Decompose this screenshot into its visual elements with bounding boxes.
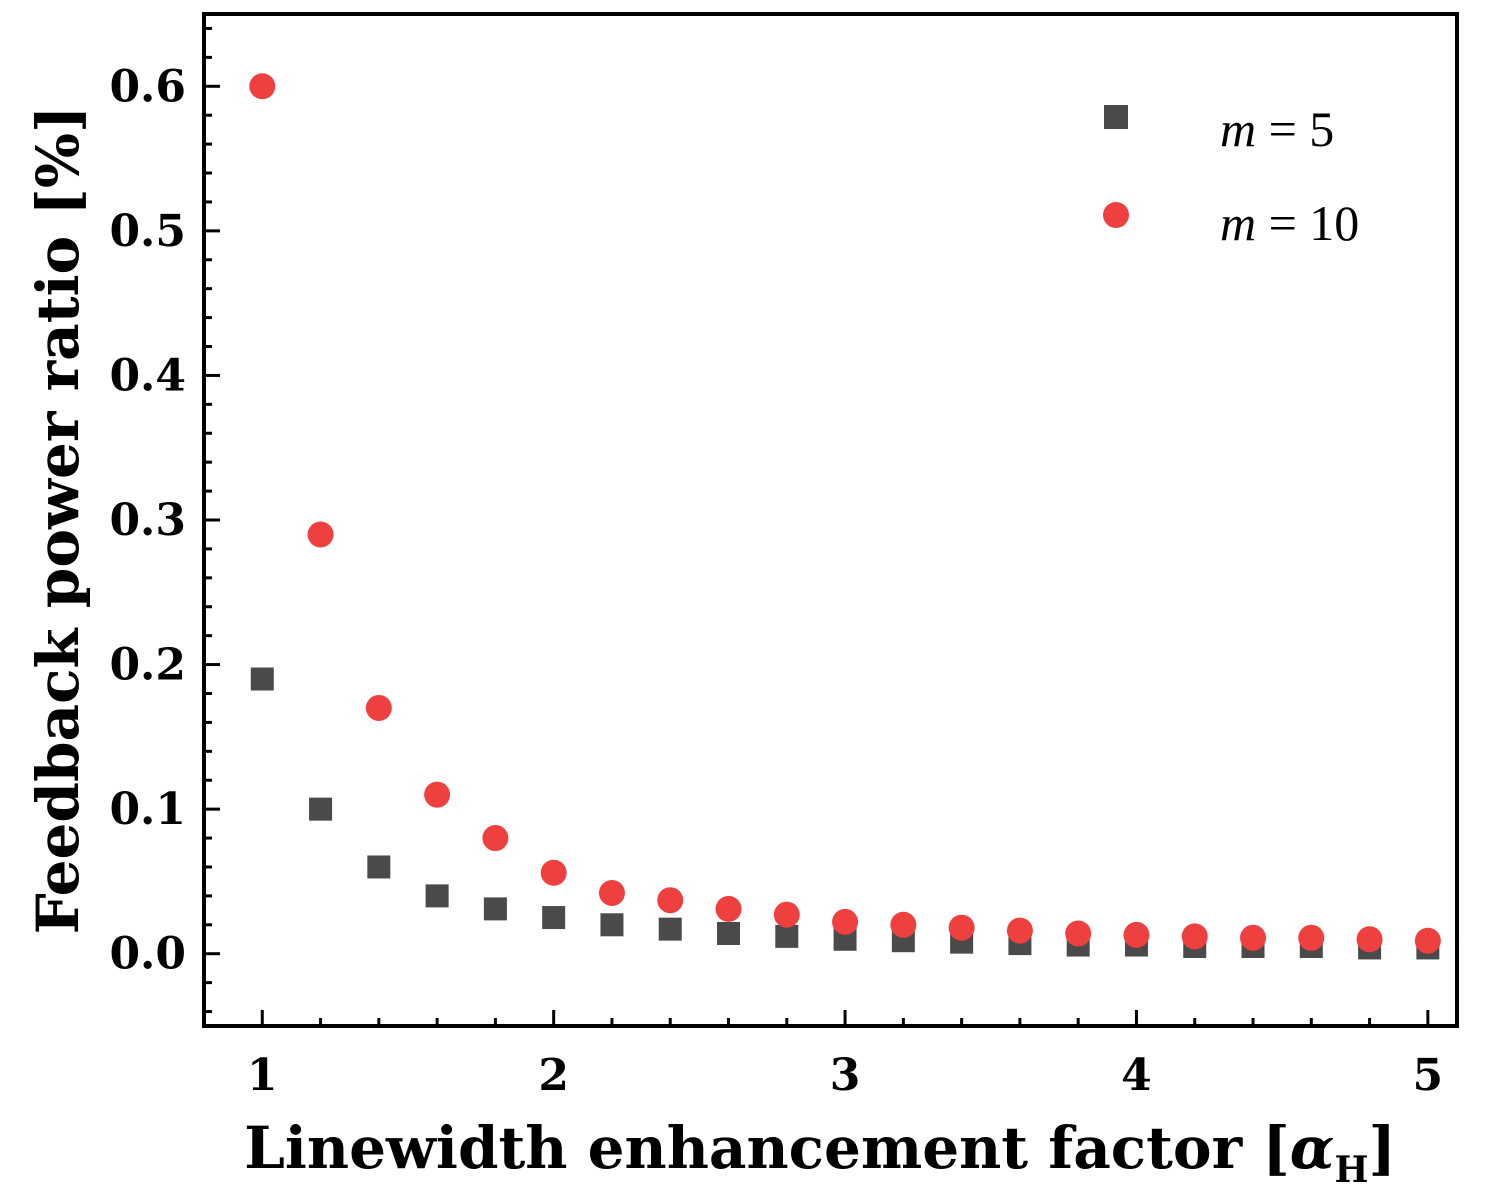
data-point-circle	[1065, 920, 1092, 947]
x-tick-label: 3	[830, 1050, 861, 1101]
data-point-circle	[1414, 927, 1441, 954]
legend-label-m10: m = 10	[1220, 195, 1359, 251]
data-point-circle	[1298, 924, 1325, 951]
major-ticks	[204, 84, 1430, 1026]
data-point-square	[483, 897, 507, 921]
y-tick-label: 0.0	[109, 929, 186, 980]
data-point-circle	[482, 825, 509, 852]
series-m10	[249, 73, 1441, 954]
y-tick-labels: 0.0 0.1 0.2 0.3 0.4 0.5 0.6	[109, 61, 186, 979]
x-tick-labels: 1 2 3 4 5	[247, 1050, 1443, 1101]
y-axis-title: Feedback power ratio [%]	[24, 106, 92, 935]
legend-var-m10: m	[1220, 195, 1256, 251]
legend-rest-m10: = 10	[1256, 195, 1359, 251]
data-point-circle	[657, 887, 684, 914]
legend-var-m5: m	[1220, 101, 1256, 157]
legend-marker-m5	[1104, 105, 1128, 129]
data-point-square	[367, 855, 391, 879]
data-point-square	[250, 667, 274, 691]
x-axis-title-symbol: α	[1290, 1114, 1335, 1182]
y-tick-label: 0.1	[109, 784, 186, 835]
data-point-square	[600, 913, 624, 937]
x-tick-label: 5	[1413, 1050, 1444, 1101]
y-tick-label: 0.2	[109, 640, 186, 691]
data-point-square	[542, 906, 566, 930]
x-axis-title: Linewidth enhancement factor [αH]	[244, 1114, 1396, 1191]
series-layer	[249, 73, 1441, 960]
data-point-circle	[307, 521, 334, 548]
data-point-square	[425, 884, 449, 908]
data-point-circle	[773, 901, 800, 928]
data-point-square	[775, 924, 799, 948]
legend-label-m5: m = 5	[1220, 101, 1334, 157]
x-axis-title-text: Linewidth enhancement factor [	[244, 1114, 1290, 1182]
y-tick-label: 0.6	[109, 61, 186, 112]
data-point-square	[717, 921, 741, 945]
data-point-circle	[890, 911, 917, 938]
data-point-circle	[1356, 926, 1383, 953]
x-tick-label: 1	[247, 1050, 278, 1101]
y-tick-label: 0.5	[109, 206, 186, 257]
data-point-circle	[715, 895, 742, 922]
data-point-circle	[540, 859, 567, 886]
data-point-circle	[249, 73, 276, 100]
x-tick-label: 2	[538, 1050, 569, 1101]
data-point-circle	[832, 908, 859, 935]
data-point-circle	[598, 879, 625, 906]
data-point-square	[658, 917, 682, 941]
legend-marker-m10	[1103, 202, 1129, 228]
x-axis-title-close: ]	[1368, 1114, 1395, 1182]
data-point-square	[309, 797, 333, 821]
data-point-circle	[365, 694, 392, 721]
plot-frame	[202, 12, 1459, 1028]
y-tick-label: 0.4	[109, 350, 186, 401]
data-point-circle	[424, 781, 451, 808]
legend: m = 5 m = 10	[1103, 101, 1359, 251]
x-tick-label: 4	[1121, 1050, 1152, 1101]
data-point-circle	[1240, 924, 1267, 951]
x-axis-title-subscript: H	[1334, 1149, 1368, 1191]
legend-rest-m5: = 5	[1256, 101, 1334, 157]
data-point-circle	[1181, 923, 1208, 950]
data-point-circle	[948, 914, 975, 941]
y-tick-label: 0.3	[109, 495, 186, 546]
data-point-circle	[1006, 917, 1033, 944]
data-point-circle	[1123, 921, 1150, 948]
